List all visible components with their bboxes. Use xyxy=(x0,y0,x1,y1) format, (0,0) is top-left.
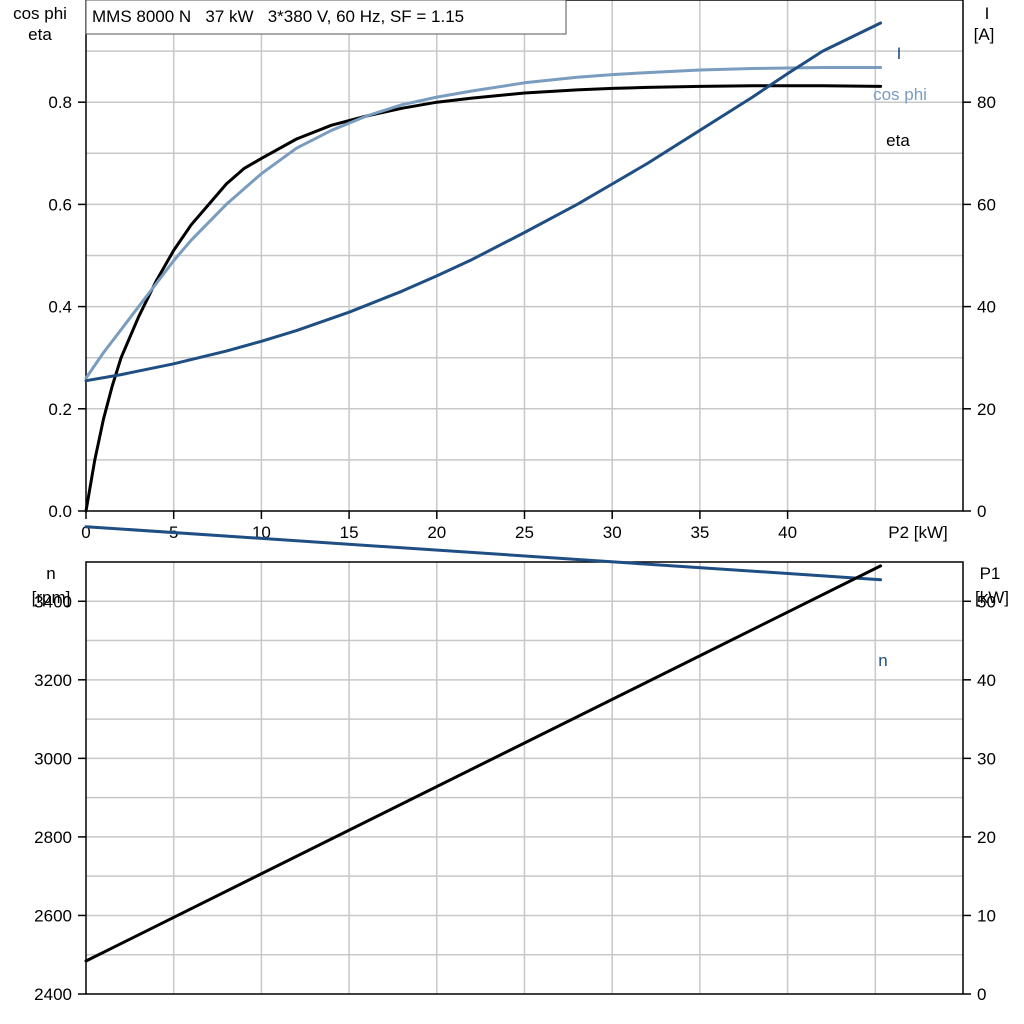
right-tick-label: 80 xyxy=(977,93,996,112)
right-tick-label: 60 xyxy=(977,195,996,214)
right-tick-label: 10 xyxy=(977,906,996,925)
x-tick-label: 35 xyxy=(690,523,709,542)
series-label-i: I xyxy=(897,44,902,63)
right-axis-label-a: [A] xyxy=(974,25,995,44)
title-box xyxy=(85,0,567,35)
right-tick-label: 30 xyxy=(977,749,996,768)
series-line-cos-phi xyxy=(84,66,883,380)
x-tick-label: 30 xyxy=(603,523,622,542)
right-tick-label: 20 xyxy=(977,828,996,847)
series-line-eta xyxy=(84,84,883,513)
right-tick-label: 40 xyxy=(977,298,996,317)
left-tick-label: 2800 xyxy=(34,828,72,847)
series-label-eta: eta xyxy=(886,131,910,150)
bottom-plot-frame xyxy=(85,561,964,995)
right-axis-label-kw: [kW] xyxy=(975,588,1009,607)
left-tick-label: 2400 xyxy=(34,985,72,1004)
series-line-i xyxy=(84,21,883,383)
left-axis-label-n: n xyxy=(46,564,55,583)
x-tick-label: 0 xyxy=(81,523,90,542)
left-axis-label-eta: eta xyxy=(28,25,52,44)
left-tick-label: 3000 xyxy=(34,749,72,768)
right-tick-label: 50 xyxy=(977,592,996,611)
x-tick-label: 20 xyxy=(427,523,446,542)
left-tick-label: 0.2 xyxy=(48,400,72,419)
left-axis-label-cosphi: cos phi xyxy=(13,4,67,23)
x-tick-label: 25 xyxy=(515,523,534,542)
left-tick-label: 0.6 xyxy=(48,195,72,214)
x-tick-label: 15 xyxy=(340,523,359,542)
bottom-panel: n [rpm] P1 [kW] 240026002800300032003400… xyxy=(32,525,1009,1004)
series-label-cosphi: cos phi xyxy=(873,85,927,104)
right-tick-label: 0 xyxy=(977,985,986,1004)
left-tick-label: 2600 xyxy=(34,906,72,925)
top-panel: MMS 8000 N 37 kW 3*380 V, 60 Hz, SF = 1.… xyxy=(13,0,996,542)
chart-title: MMS 8000 N 37 kW 3*380 V, 60 Hz, SF = 1.… xyxy=(92,7,464,26)
left-axis-label-rpm: [rpm] xyxy=(32,588,71,607)
left-tick-label: 0.4 xyxy=(48,298,72,317)
right-tick-label: 20 xyxy=(977,400,996,419)
series-label-n: n xyxy=(878,651,887,670)
left-tick-label: 3200 xyxy=(34,671,72,690)
right-tick-label: 0 xyxy=(977,502,986,521)
left-tick-label: 0.8 xyxy=(48,93,72,112)
right-tick-label: 40 xyxy=(977,671,996,690)
left-tick-label: 3400 xyxy=(34,592,72,611)
right-axis-label-p1: P1 xyxy=(980,564,1001,583)
x-tick-label: 40 xyxy=(778,523,797,542)
x-axis-label: P2 [kW] xyxy=(888,523,948,542)
series-line-n xyxy=(84,525,883,582)
series-line-p1 xyxy=(84,564,883,963)
right-axis-label-i: I xyxy=(985,4,990,23)
left-tick-label: 0.0 xyxy=(48,502,72,521)
